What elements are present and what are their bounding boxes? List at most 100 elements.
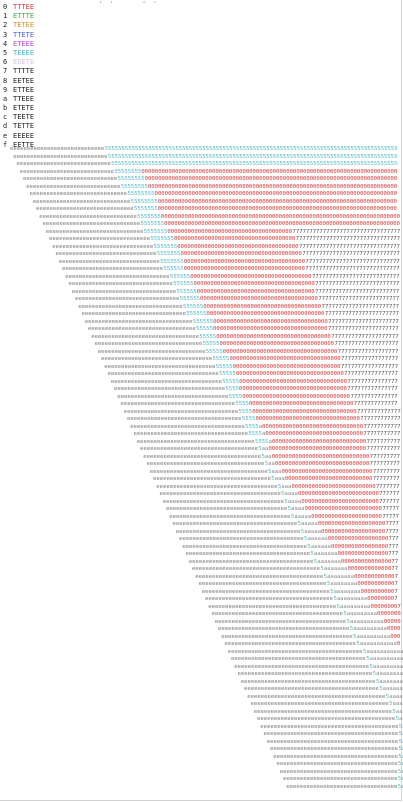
pattern-segment-zero: 000000000000000000000 (311, 513, 382, 520)
pattern-segment-zero: 00000000000 (357, 581, 395, 587)
pattern-segment-e: eeeeeeeeeeeeeeeeeeeeeeeeeeeeee (52, 243, 154, 250)
pattern-segment-e: eeeeeeeeeeeeeeeeeeeeeeeeeeeeeeeeeeeee (175, 528, 301, 535)
pattern-segment-zero: 0000000000000000000000000000000000 (213, 318, 328, 325)
pattern-segment-a: aaaaaaaaaaa (359, 641, 397, 647)
pattern-segment-zero: 00000000000000000000000000000 (271, 453, 370, 460)
pattern-segment-e: eeeeeeeeeeeeeeeeeeeeeeeeeeeeeeeeeeeeeeee (234, 663, 369, 670)
pattern-segment-seven: 77777777777777777777777777 (311, 273, 400, 280)
pattern-segment-five: 55555555 (127, 191, 155, 197)
pattern-row: eeeeeeeeeeeeeeeeeeeeeeeeeeeeeeeeeeeeeeee… (0, 663, 403, 672)
pattern-segment-e: eeeeeeeeeeeeeeeeeeeeeeeeeeeeeeee (91, 333, 200, 340)
pattern-segment-five: 5 (258, 446, 262, 452)
pattern-segment-a: aaaaaaaaa (340, 603, 371, 610)
pattern-segment-e: eeeeeeeeeeeeeeeeeeeeeeeeeeeeeeeee (110, 378, 222, 385)
pattern-segment-a: aaaaaaaaaa (356, 633, 391, 640)
pattern-row: eeeeeeeeeeeeeeeeeeeeeeeeeeeeeee 555555 000… (0, 281, 401, 289)
pattern-segment-e: eeeeeeeeeeeeeeeeeeeeeeeeeeeeeeeeeeeeeee (214, 618, 347, 625)
pattern-segment-seven: 7777777777777777 (344, 371, 398, 377)
legend-key: 8 (3, 76, 8, 85)
pattern-segment-seven: 777 (388, 551, 399, 557)
pattern-row: eeeeeeeeeeeeeeeeeeeeeeeeeeeeeeeeeeeee5aa… (0, 754, 403, 762)
pattern-segment-five: 5 (385, 693, 390, 700)
pattern-segment-five: 555555 (173, 281, 194, 287)
pattern-segment-zero: 0000000000 (360, 588, 395, 595)
pattern-segment-five: 5555 (248, 431, 262, 437)
pattern-segment-zero: 0000000000000000000000000 (291, 483, 376, 490)
pattern-segment-e: eeeeeeeeeeeeeeeeeeeeeeeeeeeeeeeeeeeeeeee (244, 686, 379, 692)
pattern-row: eeeeeeeeeeeeeeeeeeeeeeeeeeeeeeeeeeeeeee 5… (0, 634, 401, 642)
pattern-row: eeeeeeeeeeeeeeeeeeeeeeeeeeeeee 5555555 000… (0, 236, 401, 244)
pattern-segment-five: 5 (366, 656, 370, 662)
pattern-segment-zero: 00000000000000000000000 (304, 506, 383, 512)
pattern-row: eeeeeeeeeeeeeeeeeeeeeeeeeeeeeeee 555555 00… (0, 319, 401, 327)
legend-value: EEETE (13, 58, 35, 67)
pattern-segment-five: 5555555 (156, 251, 181, 257)
pattern-segment-seven: 77777777777777777 (340, 363, 399, 370)
pattern-segment-e: eeeeeeeeeeeeeeeeeeeeeeeeeeeeeeeeeeeeee (201, 588, 330, 595)
pattern-segment-a: aaaaa (300, 521, 318, 527)
legend-key: 6 (3, 58, 8, 67)
pattern-segment-seven: 777777777777777777777777777777 (298, 243, 401, 250)
pattern-segment-five: 555555 (183, 303, 204, 310)
pattern-segment-five: 55555555 (130, 198, 158, 205)
pattern-segment-zero: 000000000000000000000000000000000000 (174, 236, 296, 242)
pattern-segment-five: 5 (398, 768, 402, 775)
legend-row: 7 TTTTE (3, 67, 34, 76)
pattern-segment-zero: 0000000000000000000000000000000000 (219, 341, 335, 347)
pattern-segment-seven: 7777 (385, 521, 399, 527)
legend-row: 5 TEEEE (3, 49, 34, 58)
pattern-row: eeeeeeeeeeeeeeeeeeeeeeeeeeeeeeeeeeeeeeee… (0, 686, 403, 694)
pattern-segment-e: eeeeeeeeeeeeeeeeeeeeeeeeeeeeeee (71, 288, 177, 295)
legend-key: b (3, 104, 8, 113)
pattern-segment-zero: 00000000000000000000000000000000000 (203, 303, 322, 310)
pattern-segment-e: eeeeeeeeeeeeeeeeeeeeeeeeeeeeeee (65, 273, 170, 280)
pattern-segment-e: eeeeeeeeeeeeeeeeeeeeeeeeeeeeeeeeeeeeeeee… (247, 693, 386, 700)
pattern-segment-seven: 777 (388, 536, 399, 542)
pattern-row: eeeeeeeeeeeeeeeeeeeeeeeeeeeee 55555555 000… (0, 199, 401, 207)
pattern-row: eeeeeeeeeeeeeeeeeeeeeeeeeeeeeee 555555 000… (0, 296, 401, 304)
pattern-row: eeeeeeeeeeeeeeeeeeeeeeeeeeeeeeeeee 5555 00… (0, 416, 401, 424)
pattern-segment-zero: 0000000000000000000000000000000000000000… (147, 183, 398, 190)
pattern-segment-zero: 00000000 (370, 603, 398, 610)
pattern-segment-five: 5555555 (137, 213, 161, 220)
pattern-row: eeeeeeeeeeeeeeeeeeeeeeeeeeeeeeeeee 5555 00… (0, 401, 401, 409)
pattern-segment-seven: 7 (394, 573, 399, 580)
pattern-segment-e: eeeeeeeeeeeeeeeeeeeeeeeeeeeeeeeeeeeeee (270, 746, 398, 752)
pattern-segment-zero: 000000000000000000000000000000000000 (183, 266, 305, 272)
pattern-row: eeeeeeeeeeeeeeeeeeeeeeeeeeeeeeeeeeeeeeee… (0, 648, 403, 657)
legend-key: 2 (3, 21, 8, 30)
pattern-segment-zero: 00000000000000000000000000000000 (242, 393, 351, 400)
pattern-segment-e: eeeeeeeeeeeeeeeeeeeeeeeeeeeeee (49, 236, 151, 242)
pattern-segment-a: aaaaaaaaaaaa (402, 761, 403, 769)
pattern-segment-zero: 00000000000000000000000000000 (268, 446, 367, 452)
pattern-segment-e: eeeeeeeeeeeeeeeeeeeeeeeeeeeeeeeeeee (146, 461, 265, 467)
pattern-segment-a: aaaaaaaaaaaa (376, 671, 403, 677)
pattern-row: eeeeeeeeeeeeeeeeeeeeeeeeeeeeeeee 55555 000… (0, 349, 401, 357)
pattern-segment-e: eeeeeeeeeeeeeeeeeeeeeeeeeeeeeeeeeeeeeeee… (257, 716, 396, 722)
pattern-segment-a: aaaaaaaaa (346, 611, 377, 617)
pattern-segment-five: 5 (375, 678, 380, 685)
pattern-row: eeeeeeeeeeeeeeeeeeeeeeeeeeeeeeeeeee5aaaa… (0, 768, 403, 777)
pattern-segment-a: aaaaaaaaaaaa (392, 701, 403, 707)
pattern-segment-five: 5 (398, 746, 402, 752)
pattern-segment-five: 5 (326, 581, 331, 587)
pattern-row: eeeeeeeeeeeeeeeeeeeeeeeeeeeeeeeeeeeeeeee… (0, 731, 403, 739)
pattern-row: eeeeeeeeeeeeeeeeeeeeeeeeeeeeeeeeeeeeeeee… (0, 724, 403, 732)
pattern-row: eeeeeeeeeeeeeeeeeeeeeeeeeeeee 5555555 0000… (0, 221, 401, 229)
pattern-segment-e: eeeeeeeeeeeeeeeeeeeeeeeeeeeeeeeeeeeeeeee (227, 648, 363, 655)
pattern-segment-e: eeeeeeeeeeeeeeeeeeeeeeeeeeeeeeeee (101, 356, 213, 362)
pattern-segment-a: aaaaa (294, 513, 312, 520)
pattern-segment-five: 5555 (245, 423, 259, 430)
pattern-row: eeeeeeeeeeeeeeeeeeeeeeeeeeee 55555555 0000… (0, 169, 401, 177)
pattern-row: eeeeeeeeeeeeeeeeeeeeeeeeeeeee 5555555 0000… (0, 229, 401, 237)
legend-row: 0 TTTEE (3, 3, 34, 12)
pattern-segment-a: aaaa (287, 498, 302, 505)
pattern-segment-seven: 77 (391, 566, 399, 572)
pattern-segment-a: aaaaaaaaaaaa (379, 678, 403, 685)
